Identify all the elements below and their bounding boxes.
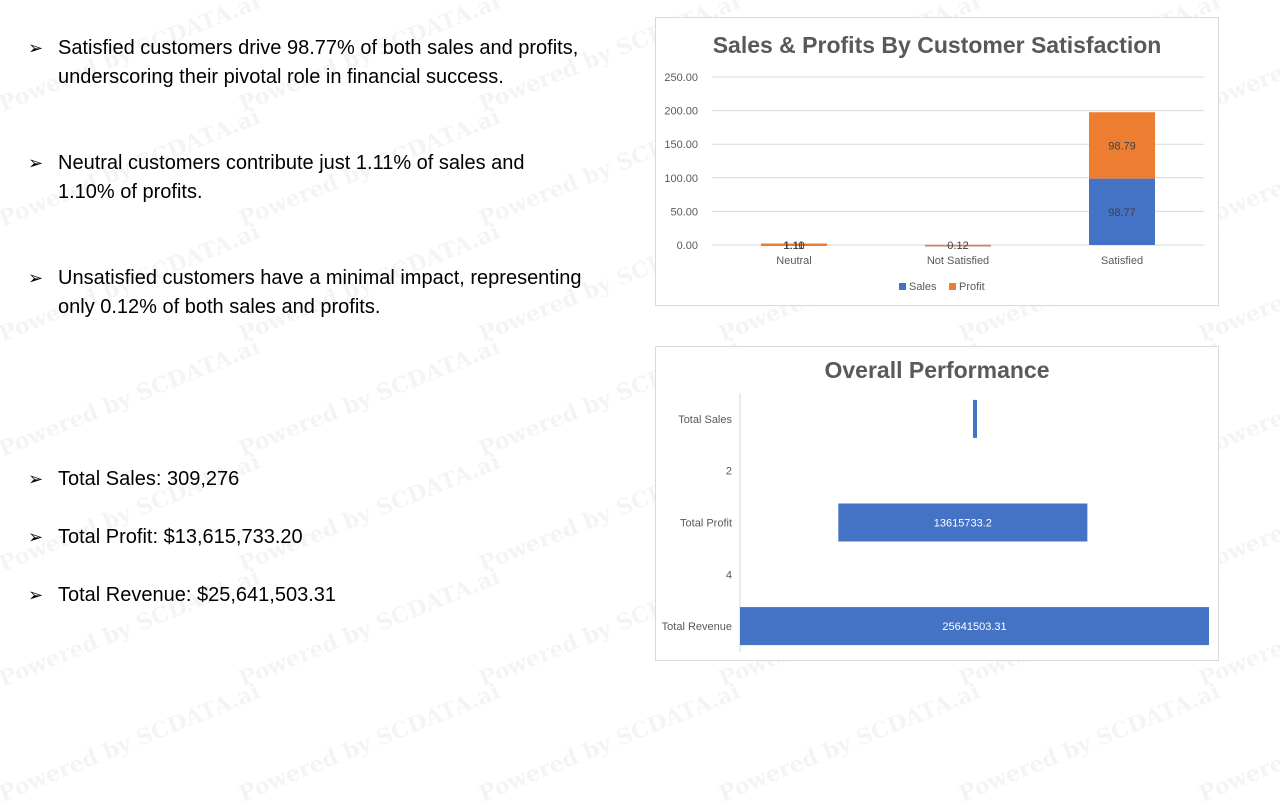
data-label: 1.11 [784,240,805,252]
bullet-text-line: Satisfied customers drive 98.77% of both… [58,37,579,59]
data-label: 98.79 [1108,140,1136,152]
x-tick-label: Not Satisfied [927,255,989,267]
data-label: 13615733.2 [934,518,992,530]
legend-label: Sales [909,281,937,293]
bullet-text-line: Neutral customers contribute just 1.11% … [58,152,525,174]
arrow-bullet-icon: ➢ [28,585,44,605]
data-label: 1.10 [783,240,804,252]
total-revenue-text: Total Revenue: $25,641,503.31 [58,584,336,606]
bullet-total-revenue: ➢ Total Revenue: $25,641,503.31 [28,581,648,610]
bullet-neutral: ➢ Neutral customers contribute just 1.11… [28,149,648,207]
chart-title: Overall Performance [824,357,1049,383]
y-tick-label: Total Sales [678,414,732,426]
y-tick-label: 2 [726,466,732,478]
chart-title: Sales & Profits By Customer Satisfaction [713,32,1162,58]
arrow-bullet-icon: ➢ [28,268,44,288]
arrow-bullet-icon: ➢ [28,527,44,547]
bar-total-profit [838,503,1088,542]
y-tick-label: 200.00 [664,106,698,118]
watermark-text: Powered by SCDATA.ai [1195,679,1280,807]
legend-label: Profit [959,281,985,293]
arrow-bullet-icon: ➢ [28,469,44,489]
bullet-text-line: only 0.12% of both sales and profits. [58,296,381,318]
sales-profit-chart-svg: Sales & Profits By Customer Satisfaction… [664,32,1204,293]
total-profit-text: Total Profit: $13,615,733.20 [58,526,303,548]
sales-profit-chart: Sales & Profits By Customer Satisfaction… [655,17,1219,306]
watermark-text: Powered by SCDATA.ai [0,679,264,807]
watermark-text: Powered by SCDATA.ai [0,334,264,463]
y-tick-label: 150.00 [664,139,698,151]
y-tick-label: 50.00 [670,206,698,218]
bullet-text-line: 1.10% of profits. [58,181,203,203]
bar-total-revenue [740,607,1209,646]
y-tick-label: Total Revenue [662,621,732,633]
bar-sales-satisfied [1089,178,1155,245]
y-tick-label: 4 [726,569,732,581]
x-tick-label: Neutral [776,255,811,267]
bullet-satisfied: ➢ Satisfied customers drive 98.77% of bo… [28,34,648,92]
bullet-total-sales: ➢ Total Sales: 309,276 [28,465,648,494]
watermark-text: Powered by SCDATA.ai [715,679,983,807]
bar-profit-neutral [761,243,827,246]
y-tick-label: Total Profit [680,518,732,530]
data-label: 98.77 [1108,207,1136,219]
bar-profit-satisfied [1089,112,1155,179]
data-label: 25641503.31 [942,621,1006,633]
arrow-bullet-icon: ➢ [28,38,44,58]
bar-profit-not-satisfied [925,244,991,247]
legend-swatch [949,283,956,290]
arrow-bullet-icon: ➢ [28,153,44,173]
watermark-text: Powered by SCDATA.ai [955,679,1223,807]
bullet-text-line: underscoring their pivotal role in finan… [58,66,504,88]
bullet-total-profit: ➢ Total Profit: $13,615,733.20 [28,523,648,552]
watermark-text: Powered by SCDATA.ai [235,334,503,463]
x-tick-label: Satisfied [1101,255,1143,267]
data-label: 0.12 [947,240,968,252]
legend-swatch [899,283,906,290]
total-sales-text: Total Sales: 309,276 [58,468,240,490]
watermark-text: Powered by SCDATA.ai [475,679,743,807]
y-tick-label: 250.00 [664,72,698,84]
watermark-text: Powered by SCDATA.ai [235,679,503,807]
bar-total-sales [973,399,977,438]
bullet-unsatisfied: ➢ Unsatisfied customers have a minimal i… [28,264,648,322]
y-tick-label: 0.00 [677,240,698,252]
overall-performance-chart: Overall Performance Total Sales 2 Total Pr… [655,346,1219,661]
y-tick-label: 100.00 [664,173,698,185]
bullet-text-line: Unsatisfied customers have a minimal imp… [58,267,582,289]
overall-performance-chart-svg: Overall Performance Total Sales 2 Total Pr… [662,357,1209,652]
